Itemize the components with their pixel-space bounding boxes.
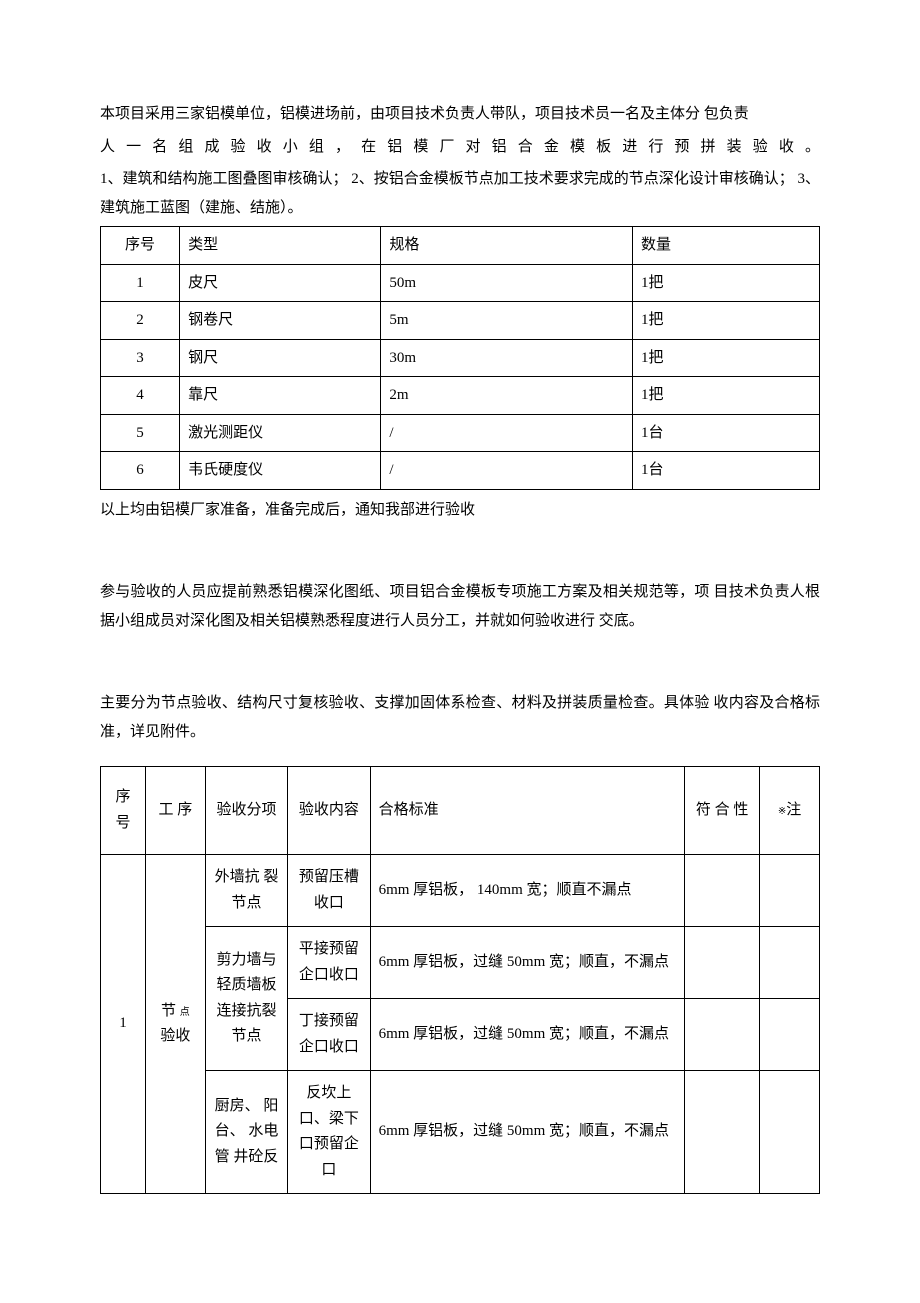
table-row: 3 钢尺 30m 1把 xyxy=(101,339,820,377)
table-row: 1 皮尺 50m 1把 xyxy=(101,264,820,302)
cell-conform xyxy=(685,927,760,999)
table-row: 6 韦氏硬度仪 / 1台 xyxy=(101,452,820,490)
cell-note xyxy=(760,1071,820,1194)
table-row: 剪力墙与轻质墙板连接抗裂节点 平接预留企口收口 6mm 厚铝板，过缝 50mm … xyxy=(101,927,820,999)
tools-table: 序号 类型 规格 数量 1 皮尺 50m 1把 2 钢卷尺 5m 1把 3 钢尺… xyxy=(100,226,820,490)
tools-note: 以上均由铝模厂家准备，准备完成后，通知我部进行验收 xyxy=(100,496,820,525)
cell-spec: 2m xyxy=(381,377,633,415)
col-header-qty: 数量 xyxy=(633,227,820,265)
table-row: 4 靠尺 2m 1把 xyxy=(101,377,820,415)
cell-note xyxy=(760,999,820,1071)
cell-content: 反坎上口、梁下口预留企口 xyxy=(288,1071,370,1194)
cell-type: 钢卷尺 xyxy=(180,302,381,340)
cell-spec: / xyxy=(381,452,633,490)
cell-standard: 6mm 厚铝板， 140mm 宽；顺直不漏点 xyxy=(370,855,685,927)
cell-conform xyxy=(685,855,760,927)
cell-conform xyxy=(685,999,760,1071)
cell-qty: 1台 xyxy=(633,414,820,452)
cell-subitem: 厨房、 阳台、 水电管 井砼反 xyxy=(205,1071,287,1194)
cell-spec: 30m xyxy=(381,339,633,377)
col-header-standard: 合格标准 xyxy=(370,767,685,855)
intro-paragraph-1b: 人一名组成验收小组，在铝模厂对铝合金模板进行预拼装验收。 xyxy=(100,133,820,162)
cell-spec: / xyxy=(381,414,633,452)
cell-seq: 2 xyxy=(101,302,180,340)
col-header-conform: 符 合 性 xyxy=(685,767,760,855)
cell-seq: 6 xyxy=(101,452,180,490)
col-header-type: 类型 xyxy=(180,227,381,265)
cell-standard: 6mm 厚铝板，过缝 50mm 宽；顺直，不漏点 xyxy=(370,1071,685,1194)
cell-type: 激光测距仪 xyxy=(180,414,381,452)
cell-conform xyxy=(685,1071,760,1194)
inspection-intro: 主要分为节点验收、结构尺寸复核验收、支撑加固体系检查、材料及拼装质量检查。具体验… xyxy=(100,689,820,746)
cell-seq: 1 xyxy=(101,855,146,1194)
cell-qty: 1把 xyxy=(633,339,820,377)
intro-paragraph-2: 1、建筑和结构施工图叠图审核确认； 2、按铝合金模板节点加工技术要求完成的节点深… xyxy=(100,165,820,222)
table-row: 2 钢卷尺 5m 1把 xyxy=(101,302,820,340)
cell-process: 节 点验收 xyxy=(145,855,205,1194)
cell-subitem: 外墙抗 裂节点 xyxy=(205,855,287,927)
col-header-spec: 规格 xyxy=(381,227,633,265)
mid-paragraph: 参与验收的人员应提前熟悉铝模深化图纸、项目铝合金模板专项施工方案及相关规范等，项… xyxy=(100,578,820,635)
col-header-seq: 序 号 xyxy=(101,767,146,855)
cell-qty: 1台 xyxy=(633,452,820,490)
cell-note xyxy=(760,927,820,999)
cell-note xyxy=(760,855,820,927)
note-text: 注 xyxy=(786,802,801,818)
cell-spec: 50m xyxy=(381,264,633,302)
cell-content: 平接预留企口收口 xyxy=(288,927,370,999)
col-header-content: 验收内容 xyxy=(288,767,370,855)
table-header-row: 序号 类型 规格 数量 xyxy=(101,227,820,265)
cell-content: 预留压槽收口 xyxy=(288,855,370,927)
table-row: 1 节 点验收 外墙抗 裂节点 预留压槽收口 6mm 厚铝板， 140mm 宽；… xyxy=(101,855,820,927)
intro-paragraph-1a: 本项目采用三家铝模单位，铝模进场前，由项目技术负责人带队，项目技术员一名及主体分… xyxy=(100,100,820,129)
table-row: 5 激光测距仪 / 1台 xyxy=(101,414,820,452)
cell-seq: 1 xyxy=(101,264,180,302)
col-header-seq: 序号 xyxy=(101,227,180,265)
cell-subitem: 剪力墙与轻质墙板连接抗裂节点 xyxy=(205,927,287,1071)
cell-qty: 1把 xyxy=(633,377,820,415)
col-header-note: ※注 xyxy=(760,767,820,855)
cell-spec: 5m xyxy=(381,302,633,340)
note-prefix: ※ xyxy=(778,806,786,817)
cell-standard: 6mm 厚铝板，过缝 50mm 宽；顺直，不漏点 xyxy=(370,999,685,1071)
proc-a: 节 xyxy=(161,1003,176,1019)
cell-type: 钢尺 xyxy=(180,339,381,377)
cell-qty: 1把 xyxy=(633,264,820,302)
cell-seq: 3 xyxy=(101,339,180,377)
cell-type: 靠尺 xyxy=(180,377,381,415)
cell-type: 皮尺 xyxy=(180,264,381,302)
table-header-row: 序 号 工 序 验收分项 验收内容 合格标准 符 合 性 ※注 xyxy=(101,767,820,855)
proc-b: 验收 xyxy=(160,1028,190,1044)
cell-seq: 4 xyxy=(101,377,180,415)
col-header-process: 工 序 xyxy=(145,767,205,855)
cell-type: 韦氏硬度仪 xyxy=(180,452,381,490)
proc-tiny: 点 xyxy=(180,1007,190,1018)
cell-qty: 1把 xyxy=(633,302,820,340)
inspection-table: 序 号 工 序 验收分项 验收内容 合格标准 符 合 性 ※注 1 节 点验收 … xyxy=(100,766,820,1194)
cell-content: 丁接预留企口收口 xyxy=(288,999,370,1071)
table-row: 厨房、 阳台、 水电管 井砼反 反坎上口、梁下口预留企口 6mm 厚铝板，过缝 … xyxy=(101,1071,820,1194)
cell-standard: 6mm 厚铝板，过缝 50mm 宽；顺直，不漏点 xyxy=(370,927,685,999)
col-header-subitem: 验收分项 xyxy=(205,767,287,855)
cell-seq: 5 xyxy=(101,414,180,452)
